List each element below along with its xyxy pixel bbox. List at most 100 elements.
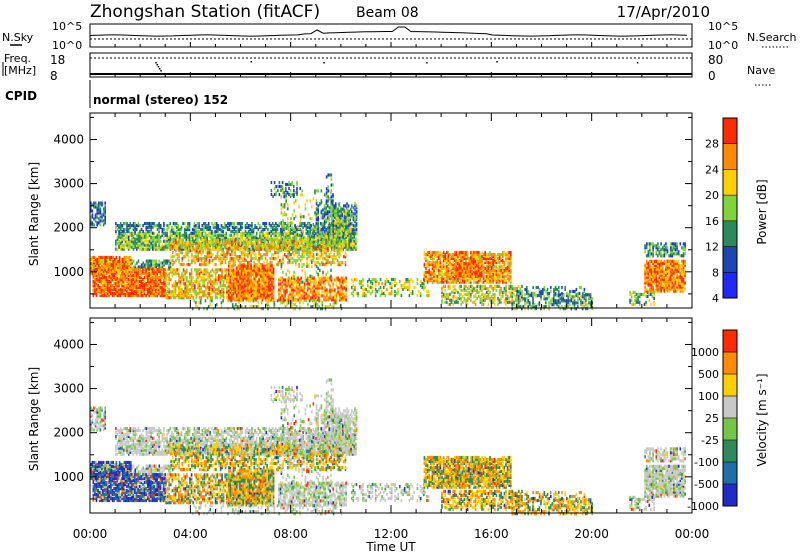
power-cell [172, 231, 175, 235]
power-cell [98, 293, 101, 298]
power-cell [325, 175, 328, 179]
power-cell [132, 268, 135, 272]
power-cell [303, 250, 305, 255]
power-cell [208, 261, 211, 265]
power-cell [175, 247, 177, 251]
power-cell [110, 267, 113, 272]
power-cell [210, 280, 212, 284]
power-cell [107, 263, 110, 268]
power-cell [355, 222, 358, 226]
power-cell [168, 282, 170, 286]
power-cell [309, 259, 312, 263]
power-cell [208, 286, 210, 290]
power-cell [145, 245, 148, 249]
power-cell [295, 290, 298, 294]
power-cell [239, 239, 241, 243]
power-cell [423, 278, 426, 282]
power-cell [328, 255, 331, 259]
power-cell [188, 235, 191, 239]
power-cell [303, 288, 306, 292]
power-cell [288, 243, 291, 247]
power-cell [221, 251, 224, 255]
power-cell [118, 285, 120, 290]
power-cell [211, 284, 214, 288]
power-cell [261, 272, 264, 276]
power-cell [96, 259, 98, 264]
power-cell [282, 290, 285, 294]
power-cell [132, 222, 135, 226]
power-cell [243, 257, 246, 261]
power-cell [203, 222, 205, 226]
power-cell [96, 257, 98, 262]
power-cell [140, 265, 143, 269]
power-cell [100, 282, 103, 286]
power-cell [197, 245, 200, 249]
power-cell [156, 274, 159, 278]
power-cell [258, 294, 260, 298]
power-cell [242, 280, 244, 284]
power-cell [252, 235, 255, 239]
power-cell [258, 266, 260, 270]
power-cell [281, 180, 284, 185]
power-cell [330, 201, 333, 205]
power-cell [107, 267, 110, 272]
power-cell [137, 243, 140, 247]
power-cell [231, 253, 233, 257]
power-cell [104, 271, 106, 275]
power-cell [236, 229, 239, 234]
power-cell [350, 247, 352, 251]
power-cell [249, 235, 252, 239]
power-cell [145, 270, 147, 274]
power-cell [282, 213, 284, 217]
power-cell [103, 274, 106, 278]
power-cell [255, 284, 257, 288]
power-cell [150, 243, 152, 247]
power-cell [287, 207, 289, 211]
power-cell [352, 284, 355, 288]
power-cell [156, 224, 159, 228]
power-cell [257, 227, 260, 232]
power-cell [191, 233, 194, 237]
power-cell [362, 287, 364, 292]
power-cell [258, 296, 260, 300]
power-cell [280, 211, 283, 215]
power-cell [365, 287, 367, 292]
power-cell [159, 245, 162, 249]
power-cell [197, 251, 200, 255]
power-cell [306, 288, 309, 292]
power-cell [228, 264, 230, 268]
power-cell [164, 282, 167, 286]
power-cell [311, 274, 313, 278]
power-cell [255, 274, 257, 278]
power-cell [256, 274, 258, 278]
power-cell [285, 233, 287, 237]
power-cell [147, 261, 149, 265]
power-cell [153, 285, 155, 290]
power-cell [301, 215, 303, 219]
power-cell [296, 239, 299, 243]
power-cell [171, 290, 174, 294]
power-cell [196, 222, 199, 226]
power-cell [293, 270, 295, 274]
power-cell [256, 280, 259, 284]
power-cell [181, 288, 183, 292]
power-cell [275, 229, 277, 234]
power-cell [229, 278, 232, 282]
power-cell [159, 287, 162, 292]
power-cell [319, 202, 321, 206]
power-cell [297, 278, 299, 282]
power-cell [295, 244, 297, 249]
power-cell [104, 217, 106, 221]
power-cell [137, 259, 140, 263]
power-cell [315, 222, 318, 226]
power-cell [225, 247, 228, 251]
power-cell [166, 245, 168, 249]
power-cell [123, 222, 125, 226]
power-cell [151, 237, 154, 241]
power-cell [137, 231, 140, 235]
power-cell [338, 251, 340, 255]
power-cell [258, 261, 260, 265]
power-cell [214, 276, 217, 280]
power-cell [182, 278, 185, 282]
power-cell [302, 290, 304, 294]
